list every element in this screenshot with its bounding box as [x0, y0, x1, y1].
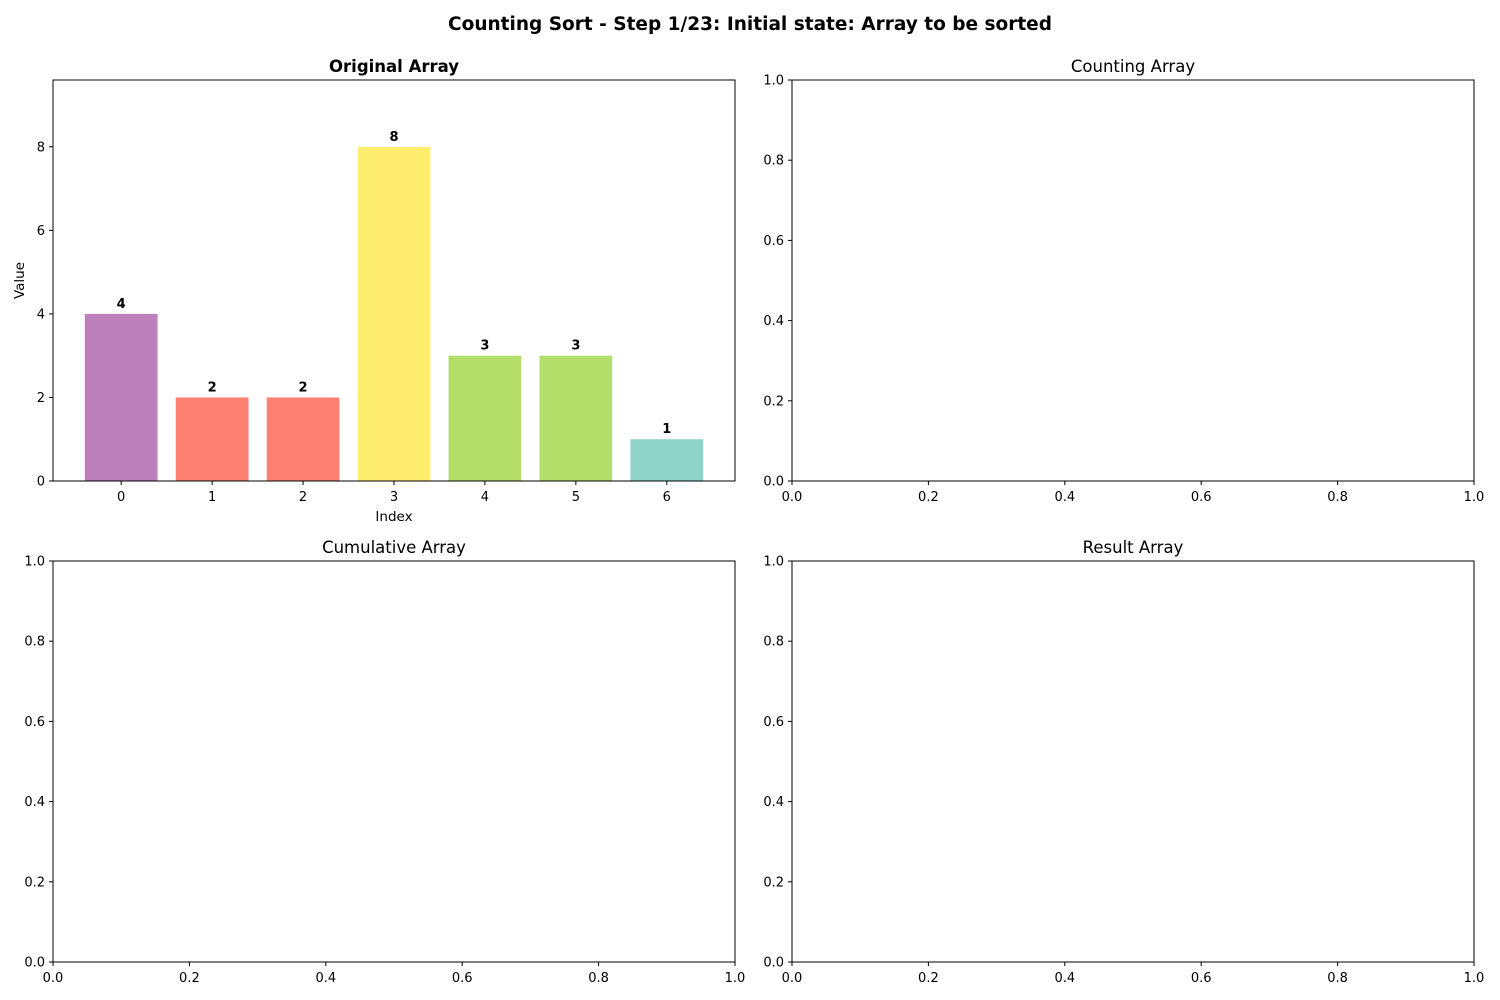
panel-original: 4 2 2 8 3 3 1 0 1 2 3 4 5 6 0 2 4 6 8 Original Array Index Va…: [12, 57, 736, 525]
x-tick-label-cumulative-1: 0.2: [179, 971, 200, 986]
bar-original-6: [630, 439, 704, 481]
bar-original-5: [539, 355, 613, 481]
panel-title-result: Result Array: [1083, 538, 1184, 557]
y-tick-label-original-3: 6: [37, 224, 45, 239]
y-tick-label-cumulative-3: 0.6: [24, 715, 45, 730]
y-tick-label-cumulative-1: 0.2: [24, 875, 45, 890]
data-label-original-1: 2: [208, 380, 217, 395]
bar-original-1: [175, 397, 249, 481]
data-label-original-5: 3: [571, 339, 580, 354]
y-tick-label-result-5: 1.0: [763, 555, 784, 570]
axes-frame-cumulative: [52, 560, 736, 963]
x-tick-label-cumulative-5: 1.0: [725, 971, 746, 986]
x-tick-label-original-4: 4: [481, 490, 489, 505]
y-tick-label-original-1: 2: [37, 391, 45, 406]
y-tick-label-original-0: 0: [37, 475, 45, 490]
y-tick-label-result-4: 0.8: [763, 635, 784, 650]
data-label-original-3: 8: [389, 130, 398, 145]
bar-original-0: [84, 313, 158, 481]
y-tick-label-cumulative-4: 0.8: [24, 635, 45, 650]
y-tick-label-counting-2: 0.4: [763, 314, 784, 329]
x-tick-label-cumulative-2: 0.4: [315, 971, 336, 986]
y-tick-label-result-3: 0.6: [763, 715, 784, 730]
panel-cumulative: 0.0 0.2 0.4 0.6 0.8 1.0 0.0 0.2 0.4 0.6 0.8 1.0 Cumu…: [24, 538, 745, 986]
x-tick-label-counting-4: 0.8: [1327, 490, 1348, 505]
x-tick-label-counting-0: 0.0: [782, 490, 803, 505]
x-tick-label-cumulative-3: 0.6: [452, 971, 473, 986]
x-tick-label-original-1: 1: [208, 490, 216, 505]
x-tick-label-original-0: 0: [117, 490, 125, 505]
x-tick-label-counting-5: 1.0: [1464, 490, 1485, 505]
axes-frame-counting: [791, 79, 1475, 482]
figure-title: Counting Sort - Step 1/23: Initial state…: [448, 14, 1052, 35]
x-tick-label-result-0: 0.0: [782, 971, 803, 986]
x-tick-label-result-1: 0.2: [918, 971, 939, 986]
y-tick-label-cumulative-5: 1.0: [24, 555, 45, 570]
x-axis-label-original: Index: [375, 509, 412, 525]
x-tick-label-original-3: 3: [390, 490, 398, 505]
bar-original-2: [266, 397, 340, 481]
y-tick-label-counting-4: 0.8: [763, 154, 784, 169]
y-tick-label-original-2: 4: [37, 307, 45, 322]
x-tick-label-original-5: 5: [572, 490, 580, 505]
x-tick-label-counting-2: 0.4: [1054, 490, 1075, 505]
y-tick-label-counting-0: 0.0: [763, 475, 784, 490]
y-tick-label-counting-3: 0.6: [763, 234, 784, 249]
y-axis-label-original: Value: [12, 262, 28, 299]
y-tick-label-result-2: 0.4: [763, 795, 784, 810]
y-tick-label-counting-1: 0.2: [763, 394, 784, 409]
y-tick-label-original-4: 8: [37, 140, 45, 155]
x-tick-label-result-2: 0.4: [1054, 971, 1075, 986]
y-tick-label-cumulative-0: 0.0: [24, 956, 45, 971]
y-tick-label-cumulative-2: 0.4: [24, 795, 45, 810]
x-tick-label-original-2: 2: [299, 490, 307, 505]
axes-frame-result: [791, 560, 1475, 963]
x-tick-label-counting-1: 0.2: [918, 490, 939, 505]
x-tick-label-result-4: 0.8: [1327, 971, 1348, 986]
data-label-original-4: 3: [480, 339, 489, 354]
bar-original-4: [448, 355, 522, 481]
y-tick-label-counting-5: 1.0: [763, 74, 784, 89]
panel-result: 0.0 0.2 0.4 0.6 0.8 1.0 0.0 0.2 0.4 0.6 0.8 1.0 Resu…: [763, 538, 1484, 986]
y-tick-label-result-1: 0.2: [763, 875, 784, 890]
x-tick-label-counting-3: 0.6: [1191, 490, 1212, 505]
data-label-original-6: 1: [662, 422, 671, 437]
x-tick-label-cumulative-0: 0.0: [43, 971, 64, 986]
x-tick-label-original-6: 6: [663, 490, 671, 505]
x-tick-label-cumulative-4: 0.8: [588, 971, 609, 986]
panel-title-cumulative: Cumulative Array: [322, 538, 466, 557]
x-tick-label-result-5: 1.0: [1464, 971, 1485, 986]
panel-title-original: Original Array: [329, 57, 459, 76]
y-tick-label-result-0: 0.0: [763, 956, 784, 971]
bar-original-3: [357, 146, 431, 482]
panel-counting: 0.0 0.2 0.4 0.6 0.8 1.0 0.0 0.2 0.4 0.6 0.8 1.0 Coun…: [763, 57, 1484, 505]
panel-title-counting: Counting Array: [1071, 57, 1195, 76]
data-label-original-0: 4: [117, 297, 126, 312]
x-tick-label-result-3: 0.6: [1191, 971, 1212, 986]
data-label-original-2: 2: [299, 380, 308, 395]
